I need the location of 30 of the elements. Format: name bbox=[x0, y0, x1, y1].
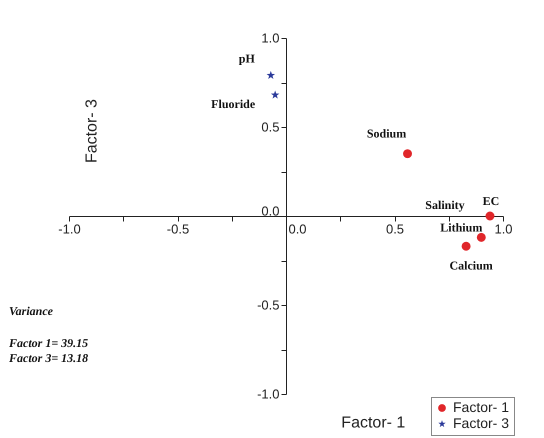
y-tick-label: -1.0 bbox=[257, 386, 280, 402]
point bbox=[403, 149, 412, 158]
y-tick-label: 1.0 bbox=[261, 30, 280, 46]
annotation: Factor 1= 39.15 bbox=[8, 336, 88, 350]
x-tick-label: 0.0 bbox=[288, 222, 307, 236]
point bbox=[462, 242, 471, 251]
point bbox=[266, 70, 276, 79]
annotation: EC bbox=[482, 194, 500, 208]
legend-label: Factor- 3 bbox=[453, 415, 510, 431]
annotation: Salinity bbox=[425, 198, 465, 212]
point bbox=[270, 90, 280, 99]
annotation: Fluoride bbox=[211, 96, 256, 111]
x-axis-title: Factor- 1 bbox=[341, 414, 406, 432]
point bbox=[476, 232, 486, 242]
annotation: Lithium bbox=[440, 220, 482, 234]
point bbox=[486, 212, 494, 220]
annotation: pH bbox=[238, 51, 256, 66]
x-tick-label: -1.0 bbox=[58, 222, 81, 236]
annotation: Calcium bbox=[449, 258, 493, 272]
annotation: Sodium bbox=[366, 126, 406, 141]
x-tick-label: -0.5 bbox=[166, 222, 190, 236]
annotation: Factor 3= 13.18 bbox=[8, 351, 88, 365]
text: Variance bbox=[9, 304, 54, 318]
x-tick-label: 1.0 bbox=[494, 222, 513, 236]
y-tick-label: 0.5 bbox=[261, 120, 280, 134]
x-tick-label: 0.5 bbox=[386, 222, 404, 236]
y-tick-label: -0.5 bbox=[257, 298, 280, 312]
y-tick-label: 0.0 bbox=[261, 204, 280, 218]
legend-label: Factor- 1 bbox=[453, 399, 510, 415]
y-axis-title: Factor- 3 bbox=[84, 98, 100, 164]
